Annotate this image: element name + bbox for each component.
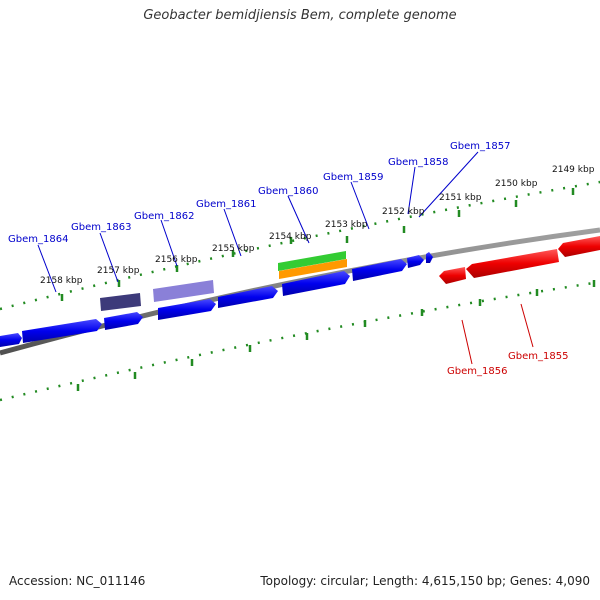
gene-label[interactable]: Gbem_1862 xyxy=(134,211,194,222)
kbp-label: 2151 kbp xyxy=(439,193,482,203)
feature-block-orange xyxy=(279,259,347,279)
gene-arrow[interactable] xyxy=(158,299,216,320)
gene-arrow[interactable] xyxy=(407,255,424,268)
gene-arrow[interactable] xyxy=(104,312,143,330)
accession-label: Accession: NC_011146 xyxy=(9,574,146,588)
gene-label[interactable]: Gbem_1860 xyxy=(258,186,318,197)
gene-label[interactable]: Gbem_1864 xyxy=(8,234,68,245)
reverse-gene-labels: Gbem_1856 Gbem_1855 xyxy=(447,351,568,377)
gene-arrow[interactable] xyxy=(558,236,600,257)
gene-label-leaders-forward xyxy=(37,151,479,293)
kbp-label: 2157 kbp xyxy=(97,266,140,276)
map-title: Geobacter bemidjiensis Bem, complete gen… xyxy=(143,8,457,23)
major-ticks-outer xyxy=(60,188,575,301)
forward-gene-labels: Gbem_1864 Gbem_1863 Gbem_1862 Gbem_1861 … xyxy=(8,141,510,245)
kbp-label: 2150 kbp xyxy=(495,179,538,189)
genome-stats-label: Topology: circular; Length: 4,615,150 bp… xyxy=(260,574,590,588)
kbp-label: 2154 kbp xyxy=(269,232,312,242)
gene-label[interactable]: Gbem_1857 xyxy=(450,141,510,152)
major-ticks-inner xyxy=(76,280,596,391)
gene-label[interactable]: Gbem_1858 xyxy=(388,157,448,168)
gene-arrow[interactable] xyxy=(426,252,433,263)
kbp-label: 2155 kbp xyxy=(212,244,255,254)
feature-block-dark xyxy=(100,293,141,311)
gene-arrow[interactable] xyxy=(282,271,350,296)
gene-label[interactable]: Gbem_1861 xyxy=(196,199,256,210)
kbp-labels: 2158 kbp 2157 kbp 2156 kbp 2155 kbp 2154… xyxy=(40,165,595,286)
gene-arrow[interactable] xyxy=(218,286,278,308)
kbp-label: 2149 kbp xyxy=(552,165,595,175)
gene-arrow[interactable] xyxy=(439,267,466,284)
outer-tick-row xyxy=(0,180,600,311)
inner-tick-row xyxy=(0,280,600,402)
feature-block-green xyxy=(278,251,346,271)
gene-label[interactable]: Gbem_1859 xyxy=(323,172,383,183)
gene-arrow[interactable] xyxy=(0,333,22,347)
gene-arrow[interactable] xyxy=(22,319,102,343)
kbp-label: 2158 kbp xyxy=(40,276,83,286)
kbp-label: 2152 kbp xyxy=(382,207,425,217)
forward-strand-genes xyxy=(0,252,433,347)
gene-arrow[interactable] xyxy=(352,259,407,281)
kbp-label: 2153 kbp xyxy=(325,220,368,230)
gene-label[interactable]: Gbem_1863 xyxy=(71,222,131,233)
reverse-strand-genes xyxy=(439,236,600,284)
gene-arrow[interactable] xyxy=(466,249,559,278)
kbp-label: 2156 kbp xyxy=(155,255,198,265)
gene-label[interactable]: Gbem_1856 xyxy=(447,366,507,377)
gene-label[interactable]: Gbem_1855 xyxy=(508,351,568,362)
gene-label-leaders-reverse xyxy=(461,303,534,365)
feature-block-light xyxy=(153,280,214,302)
